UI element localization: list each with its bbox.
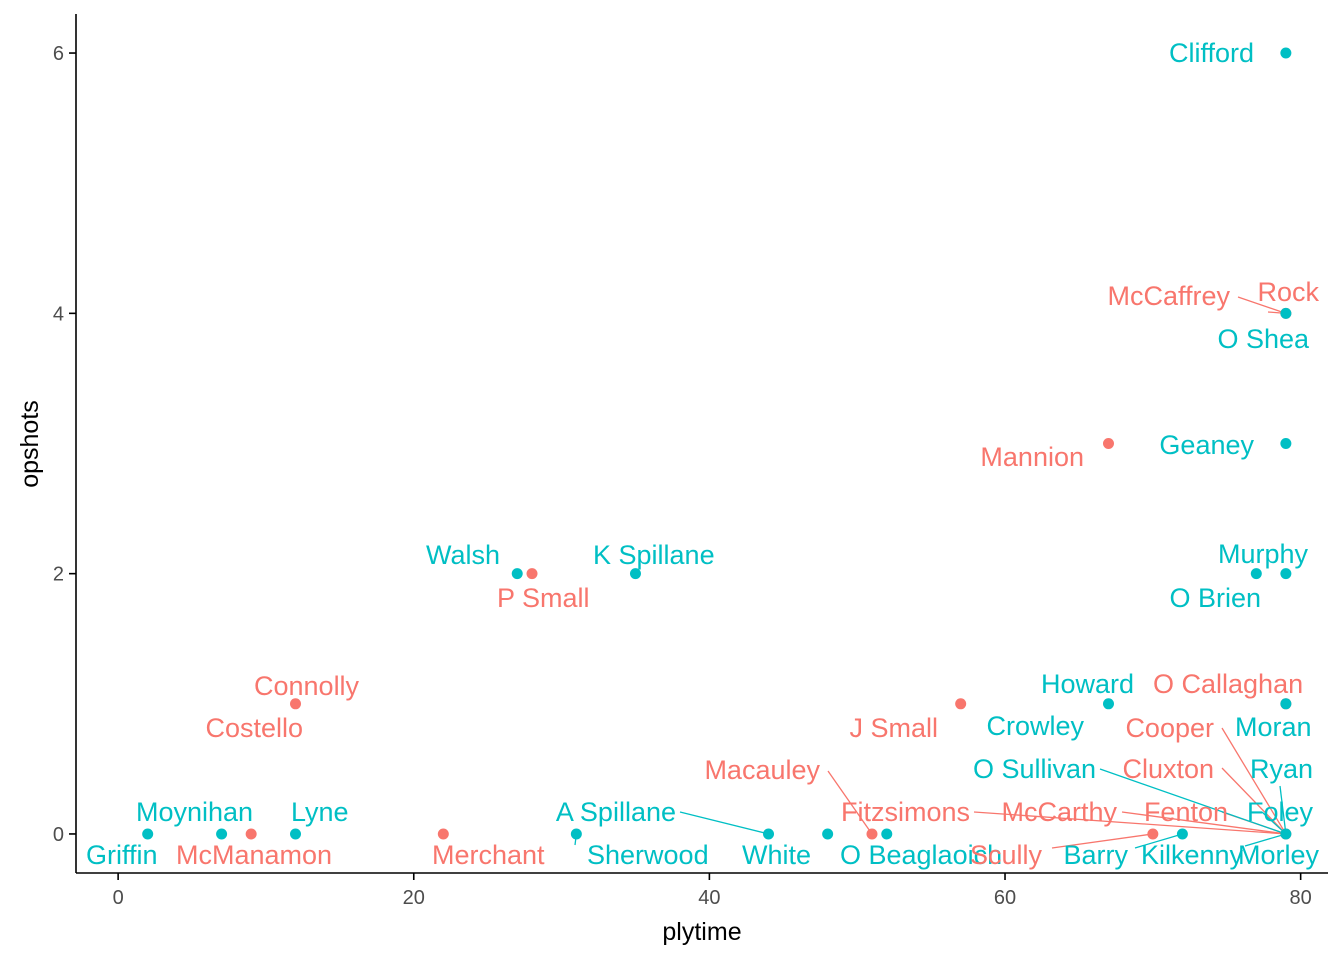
data-point [629, 568, 641, 580]
point-label: Cooper [1125, 713, 1214, 743]
data-point [1102, 698, 1114, 710]
point-label: Scully [970, 840, 1043, 870]
label-leader-line [679, 811, 769, 835]
point-label: Griffin [86, 840, 158, 870]
data-point [1280, 698, 1292, 710]
point-label: McCarthy [1001, 797, 1117, 827]
axes: 0 20 40 60 80 0 2 4 6 [53, 14, 1328, 909]
point-label: O Callaghan [1153, 669, 1303, 699]
data-point [1147, 828, 1159, 840]
point-label: McManamon [176, 840, 332, 870]
data-point [290, 698, 302, 710]
point-label: Cluxton [1122, 754, 1214, 784]
label-leader-line [1134, 833, 1183, 849]
point-label: Costello [205, 713, 303, 743]
point-label: Foley [1247, 797, 1314, 827]
point-label: Walsh [426, 540, 500, 570]
point-label: Rock [1257, 277, 1319, 307]
data-point [1280, 568, 1292, 580]
point-label: Clifford [1169, 38, 1254, 68]
label-leader-line [1051, 833, 1153, 849]
point-label: A Spillane [556, 797, 676, 827]
point-label: Mannion [980, 442, 1084, 472]
data-point [290, 828, 302, 840]
point-label: K Spillane [593, 540, 715, 570]
label-leader-line [1221, 727, 1287, 835]
data-point [570, 828, 582, 840]
data-point [245, 828, 257, 840]
data-point [142, 828, 154, 840]
y-tick-label: 2 [53, 564, 64, 586]
label-leader-line [1279, 785, 1287, 835]
point-label: O Beaglaoich [840, 840, 1002, 870]
point-label: O Brien [1169, 583, 1261, 613]
label-leader-line [1099, 768, 1287, 835]
data-point [1176, 828, 1188, 840]
point-label: Barry [1063, 840, 1128, 870]
data-point [1102, 438, 1114, 449]
y-axis-title: opshots [16, 400, 44, 488]
x-tick-label: 80 [1290, 887, 1312, 909]
y-tick-label: 4 [53, 303, 64, 325]
y-tick-label: 6 [53, 43, 64, 65]
point-label: Murphy [1218, 539, 1309, 569]
data-point [1280, 307, 1292, 319]
data-point [763, 828, 775, 840]
data-point [866, 828, 878, 840]
x-tick-label: 0 [113, 887, 124, 909]
label-leader-line [973, 811, 1286, 835]
point-label: Crowley [986, 711, 1084, 741]
label-leader-line [1121, 811, 1286, 835]
point-label: White [742, 840, 811, 870]
point-label: Merchant [432, 840, 545, 870]
data-point [1280, 47, 1292, 59]
data-point [1280, 438, 1292, 449]
point-label: P Small [497, 583, 590, 613]
point-label: Connolly [254, 671, 360, 701]
data-point [216, 828, 228, 840]
point-label: Morley [1238, 840, 1320, 870]
label-leader-line [1244, 833, 1287, 847]
x-tick-label: 60 [994, 887, 1016, 909]
point-label: Kilkenny [1141, 840, 1244, 870]
point-label: O Shea [1217, 324, 1310, 354]
data-point [822, 828, 834, 840]
x-tick-label: 20 [403, 887, 425, 909]
point-label: Macauley [704, 755, 820, 785]
data-point [1280, 828, 1292, 840]
point-label: Geaney [1159, 430, 1254, 460]
point-label: Sherwood [587, 840, 709, 870]
point-label: Ryan [1250, 754, 1313, 784]
data-point [437, 828, 449, 840]
point-label: O Sullivan [973, 754, 1096, 784]
data-point [881, 828, 893, 840]
point-label: Lyne [291, 797, 349, 827]
data-labels: Clifford Rock McCaffrey O Shea Geaney Mannion… [86, 38, 1319, 870]
data-points [142, 47, 1292, 840]
point-label: Fitzsimons [841, 797, 970, 827]
x-tick-label: 40 [698, 887, 720, 909]
x-axis-title: plytime [662, 918, 741, 946]
data-point [526, 568, 538, 580]
label-leader-line [827, 770, 873, 835]
point-label: Moynihan [136, 797, 253, 827]
data-point [955, 698, 967, 710]
data-point [511, 568, 523, 580]
point-label: Moran [1235, 712, 1312, 742]
point-label: J Small [849, 713, 938, 743]
label-leader-line [1221, 767, 1287, 835]
label-leader-line [1237, 296, 1287, 314]
point-label: McCaffrey [1107, 281, 1230, 311]
data-point [1250, 568, 1262, 580]
y-tick-label: 0 [53, 824, 64, 846]
point-label: Howard [1041, 669, 1134, 699]
point-label: Fenton [1144, 797, 1228, 827]
